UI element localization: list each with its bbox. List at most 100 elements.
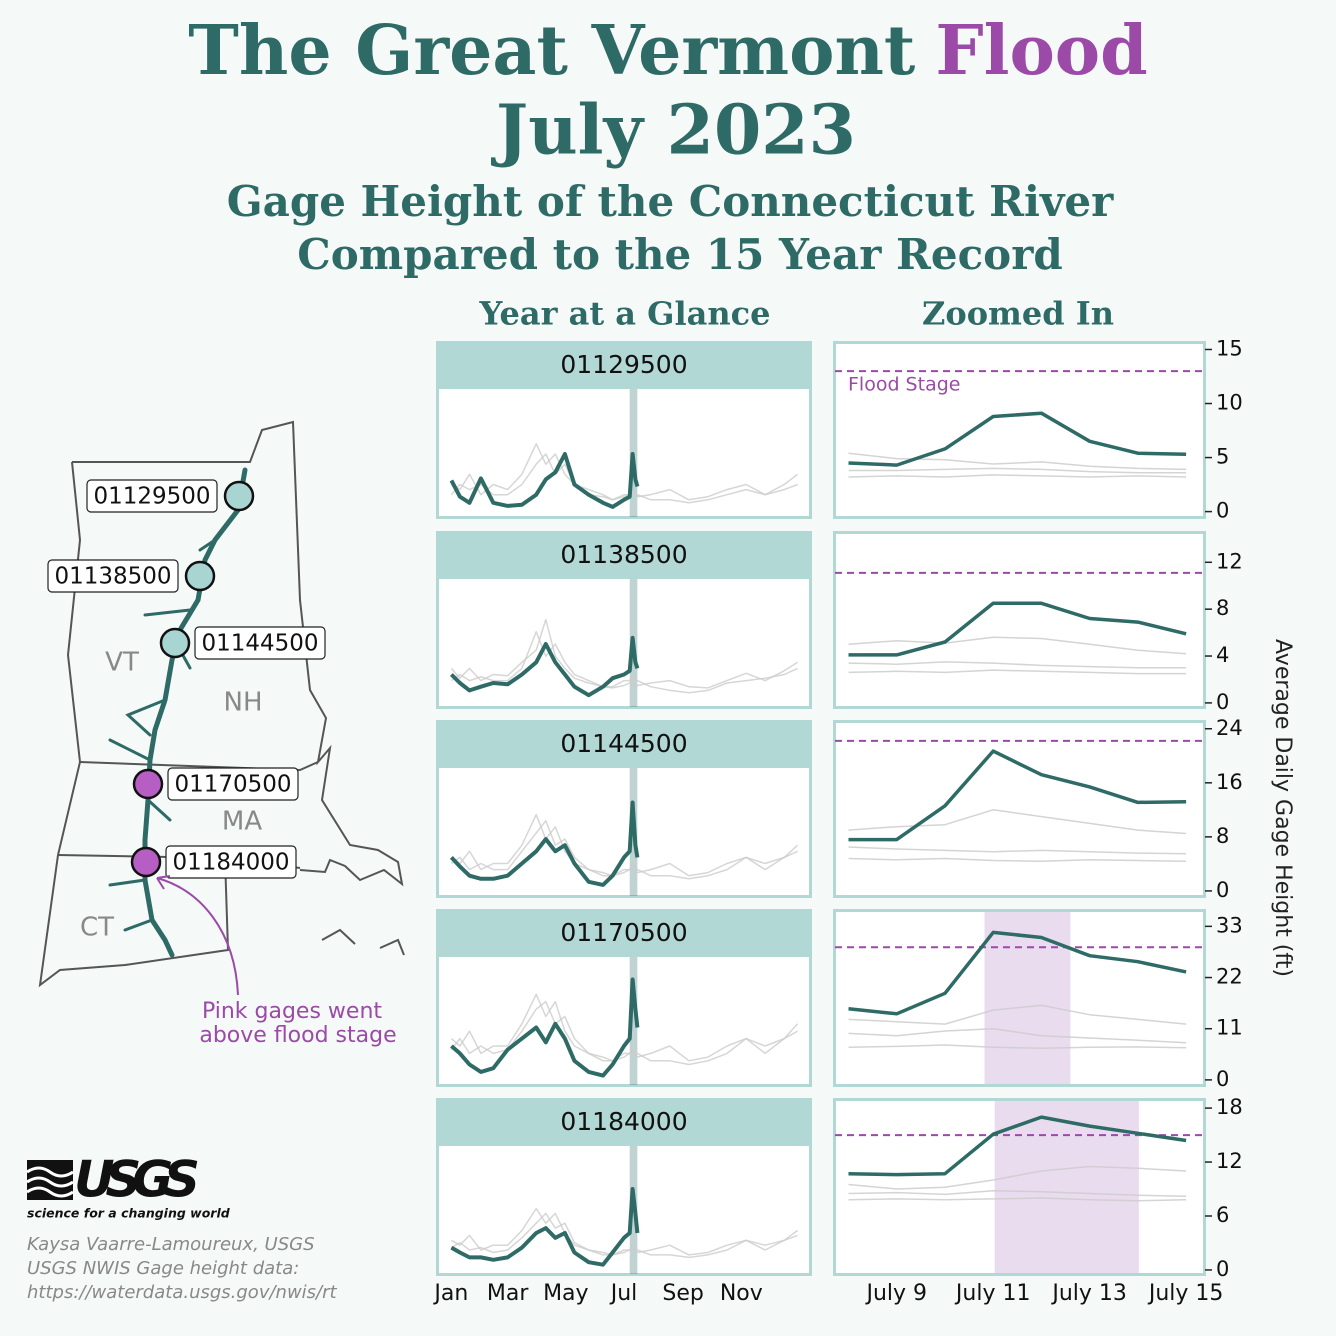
gage-label-box: [47, 559, 179, 593]
panel-title: 01170500: [560, 918, 687, 947]
zoom-window: [629, 957, 638, 1085]
flood-period: [984, 912, 1071, 1084]
line: [848, 1197, 1187, 1202]
gage-marker: [159, 627, 191, 659]
panel-header: [436, 531, 812, 579]
gage-label-box: [194, 626, 326, 660]
annotation-arrow: [156, 877, 239, 996]
gage-label-box: [165, 845, 297, 879]
line: [848, 1027, 1187, 1044]
state-label: VT: [105, 648, 139, 678]
y-tick-label: 6: [1216, 1203, 1229, 1227]
state-label: CT: [80, 913, 114, 943]
line: [848, 601, 1187, 657]
gage-label: 01144500: [201, 631, 318, 657]
line: [848, 749, 1187, 842]
panel: [833, 720, 1206, 898]
x-tick-label: July 11: [954, 1281, 1031, 1306]
panel: [833, 341, 1206, 519]
y-tick-label: 12: [1216, 549, 1243, 573]
line: [450, 977, 640, 1078]
credit: Kaysa Vaarre-Lamoureux, USGS: [27, 1234, 315, 1255]
panel: [833, 531, 1206, 709]
y-tick-label: 18: [1216, 1095, 1243, 1119]
x-tick-label: Sep: [662, 1281, 703, 1306]
line: [848, 1044, 1187, 1049]
line: [848, 467, 1187, 474]
gage-label: 01170500: [174, 772, 291, 798]
gage-label: 01184000: [172, 850, 289, 876]
panel-title: 01144500: [560, 729, 687, 758]
line: [848, 1115, 1187, 1177]
gage-marker: [223, 480, 255, 512]
subtitle: Gage Height of the Connecticut River: [227, 177, 1114, 226]
y-tick-label: 0: [1216, 1257, 1229, 1281]
y-tick-label: 22: [1216, 965, 1243, 989]
x-tick-label: July 13: [1050, 1281, 1127, 1306]
line: [848, 1165, 1187, 1190]
y-tick-label: 8: [1216, 596, 1229, 620]
title-lead: The Great Vermont: [188, 11, 916, 91]
x-tick-label: July 9: [864, 1281, 927, 1306]
credit: https://waterdata.usgs.gov/nwis/rt: [27, 1282, 338, 1303]
line: [848, 846, 1187, 855]
title-highlight: Flood: [935, 11, 1147, 91]
logo-waves: [26, 1166, 74, 1198]
y-tick-label: 0: [1216, 1067, 1229, 1091]
map: VT NH MA CT 01129500 01138500 01144500 01170500…: [47, 479, 326, 943]
column-title: Year at a Glance: [478, 295, 770, 333]
state-label: NH: [224, 688, 263, 718]
y-tick-label: 8: [1216, 824, 1229, 848]
x-tick-label: Mar: [487, 1281, 529, 1306]
line: [848, 669, 1187, 675]
panel-header: [436, 1098, 812, 1146]
panel-header: [436, 720, 812, 768]
y-tick-label: 24: [1216, 716, 1243, 740]
y-tick-label: 10: [1216, 391, 1243, 415]
line: [451, 443, 799, 501]
x-tick-label: Nov: [720, 1281, 763, 1306]
x-tick-label: July 15: [1147, 1281, 1224, 1306]
annotation: above flood stage: [199, 1023, 396, 1048]
line: [449, 800, 640, 887]
column-title: Zoomed In: [922, 295, 1114, 333]
y-tick-label: 0: [1216, 878, 1229, 902]
credit: USGS NWIS Gage height data:: [27, 1258, 299, 1279]
line: [450, 618, 799, 689]
line: [450, 1187, 640, 1267]
line: [848, 636, 1187, 655]
line: [848, 452, 1187, 471]
state-label: MA: [222, 807, 262, 837]
gage-label-box: [86, 479, 218, 513]
flood-stage-label: Flood Stage: [848, 374, 960, 396]
title-line-2: July 2023: [491, 91, 856, 171]
line: [848, 1190, 1187, 1197]
y-tick-label: 0: [1216, 499, 1229, 523]
gage-label-box: [167, 767, 299, 801]
title: The Great Vermont Flood: [188, 11, 1147, 91]
river: [108, 467, 248, 958]
annotation: Pink gages went: [202, 999, 382, 1024]
line: [449, 635, 640, 698]
line: [449, 452, 640, 509]
y-tick-label: 33: [1216, 913, 1243, 937]
y-tick-label: 16: [1216, 770, 1243, 794]
y-tick-label: 5: [1216, 445, 1229, 469]
panel-header: [436, 341, 812, 389]
gage-marker: [130, 846, 162, 878]
x-tick-label: May: [543, 1281, 588, 1306]
y-tick-label: 12: [1216, 1149, 1243, 1173]
line: [848, 661, 1187, 669]
line: [450, 631, 798, 694]
line: [848, 1004, 1187, 1025]
x-tick-label: Jan: [432, 1281, 468, 1306]
arrow-head: [156, 875, 171, 890]
panel-title: 01138500: [560, 540, 687, 569]
y-tick-label: 4: [1216, 643, 1229, 667]
logo-name: USGS: [74, 1151, 200, 1209]
logo-tagline: science for a changing world: [27, 1206, 231, 1221]
gage-label: 01138500: [54, 564, 171, 590]
gage-label: 01129500: [93, 484, 210, 510]
